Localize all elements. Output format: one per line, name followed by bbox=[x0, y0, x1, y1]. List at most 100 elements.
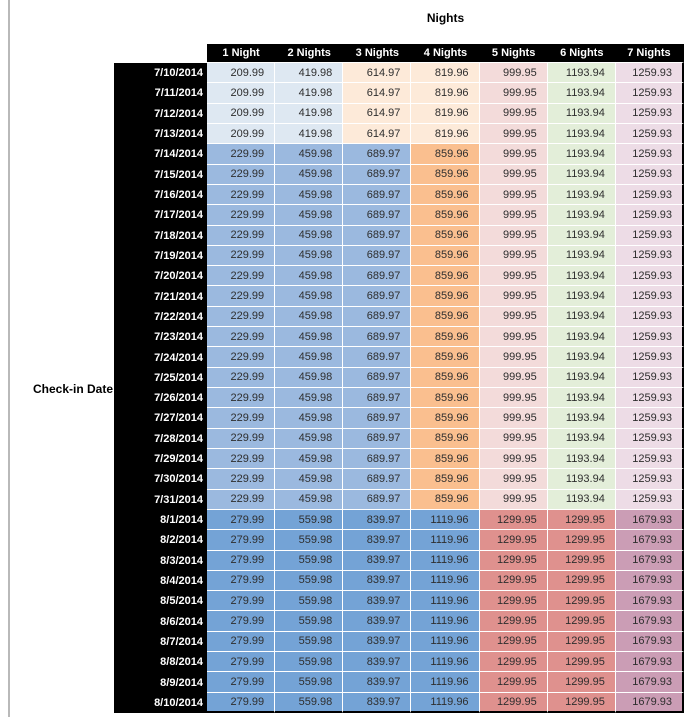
price-cell[interactable]: 999.95 bbox=[479, 225, 548, 246]
price-cell[interactable]: 1259.93 bbox=[615, 184, 684, 206]
price-cell[interactable]: 1259.93 bbox=[615, 489, 684, 510]
price-cell[interactable]: 209.99 bbox=[207, 63, 276, 84]
row-header-date[interactable]: 7/19/2014 bbox=[114, 245, 207, 267]
price-cell[interactable]: 999.95 bbox=[479, 123, 548, 145]
price-cell[interactable]: 859.96 bbox=[411, 388, 480, 409]
price-cell[interactable]: 1193.94 bbox=[547, 489, 616, 510]
price-cell[interactable]: 1193.94 bbox=[547, 225, 616, 246]
price-cell[interactable]: 1259.93 bbox=[615, 408, 684, 429]
price-cell[interactable]: 459.98 bbox=[275, 327, 344, 348]
price-cell[interactable]: 1119.96 bbox=[411, 652, 480, 673]
row-header-date[interactable]: 7/24/2014 bbox=[114, 347, 207, 368]
price-cell[interactable]: 859.96 bbox=[411, 286, 480, 307]
price-cell[interactable]: 1259.93 bbox=[615, 286, 684, 307]
price-cell[interactable]: 1119.96 bbox=[411, 570, 480, 592]
row-header-date[interactable]: 7/26/2014 bbox=[114, 388, 207, 409]
price-cell[interactable]: 999.95 bbox=[479, 83, 548, 104]
price-cell[interactable]: 1299.95 bbox=[479, 591, 548, 612]
price-cell[interactable]: 1259.93 bbox=[615, 266, 684, 287]
price-cell[interactable]: 999.95 bbox=[479, 286, 548, 307]
price-cell[interactable]: 689.97 bbox=[343, 367, 412, 388]
column-header[interactable]: 7 Nights bbox=[615, 44, 684, 63]
price-cell[interactable]: 279.99 bbox=[207, 509, 276, 531]
price-cell[interactable]: 279.99 bbox=[207, 591, 276, 612]
price-cell[interactable]: 999.95 bbox=[479, 164, 548, 185]
column-header[interactable]: 1 Night bbox=[207, 44, 276, 63]
price-cell[interactable]: 279.99 bbox=[207, 692, 276, 713]
price-cell[interactable]: 1679.93 bbox=[615, 509, 684, 531]
price-cell[interactable]: 689.97 bbox=[343, 286, 412, 307]
price-cell[interactable]: 859.96 bbox=[411, 266, 480, 287]
row-header-date[interactable]: 7/12/2014 bbox=[114, 103, 207, 124]
price-cell[interactable]: 689.97 bbox=[343, 144, 412, 165]
row-header-date[interactable]: 7/15/2014 bbox=[114, 164, 207, 185]
price-cell[interactable]: 999.95 bbox=[479, 205, 548, 226]
price-cell[interactable]: 419.98 bbox=[275, 103, 344, 124]
price-cell[interactable]: 1259.93 bbox=[615, 428, 684, 449]
price-cell[interactable]: 1299.95 bbox=[547, 692, 616, 713]
column-header[interactable]: 4 Nights bbox=[411, 44, 480, 63]
price-cell[interactable]: 839.97 bbox=[343, 631, 412, 653]
price-cell[interactable]: 689.97 bbox=[343, 164, 412, 185]
price-cell[interactable]: 229.99 bbox=[207, 469, 276, 490]
price-cell[interactable]: 419.98 bbox=[275, 63, 344, 84]
price-cell[interactable]: 1193.94 bbox=[547, 63, 616, 84]
price-cell[interactable]: 1193.94 bbox=[547, 83, 616, 104]
price-cell[interactable]: 1259.93 bbox=[615, 327, 684, 348]
price-cell[interactable]: 229.99 bbox=[207, 245, 276, 267]
price-cell[interactable]: 459.98 bbox=[275, 245, 344, 267]
row-header-date[interactable]: 7/13/2014 bbox=[114, 123, 207, 145]
price-cell[interactable]: 229.99 bbox=[207, 408, 276, 429]
price-cell[interactable]: 279.99 bbox=[207, 652, 276, 673]
price-cell[interactable]: 859.96 bbox=[411, 448, 480, 470]
price-cell[interactable]: 839.97 bbox=[343, 509, 412, 531]
row-header-date[interactable]: 7/17/2014 bbox=[114, 205, 207, 226]
row-header-date[interactable]: 7/21/2014 bbox=[114, 286, 207, 307]
price-cell[interactable]: 229.99 bbox=[207, 144, 276, 165]
row-header-date[interactable]: 7/22/2014 bbox=[114, 306, 207, 328]
row-header-date[interactable]: 7/18/2014 bbox=[114, 225, 207, 246]
price-cell[interactable]: 859.96 bbox=[411, 205, 480, 226]
row-header-date[interactable]: 8/1/2014 bbox=[114, 509, 207, 531]
price-cell[interactable]: 839.97 bbox=[343, 692, 412, 713]
price-cell[interactable]: 1299.95 bbox=[479, 550, 548, 571]
price-cell[interactable]: 279.99 bbox=[207, 631, 276, 653]
price-cell[interactable]: 229.99 bbox=[207, 388, 276, 409]
price-cell[interactable]: 1119.96 bbox=[411, 591, 480, 612]
price-cell[interactable]: 859.96 bbox=[411, 225, 480, 246]
price-cell[interactable]: 559.98 bbox=[275, 692, 344, 713]
row-header-date[interactable]: 8/7/2014 bbox=[114, 631, 207, 653]
price-cell[interactable]: 1259.93 bbox=[615, 103, 684, 124]
price-cell[interactable]: 419.98 bbox=[275, 83, 344, 104]
price-cell[interactable]: 209.99 bbox=[207, 83, 276, 104]
price-cell[interactable]: 229.99 bbox=[207, 367, 276, 388]
price-cell[interactable]: 839.97 bbox=[343, 611, 412, 632]
row-header-date[interactable]: 8/8/2014 bbox=[114, 652, 207, 673]
column-header[interactable]: 2 Nights bbox=[275, 44, 344, 63]
price-cell[interactable]: 614.97 bbox=[343, 103, 412, 124]
price-cell[interactable]: 1119.96 bbox=[411, 611, 480, 632]
price-cell[interactable]: 1193.94 bbox=[547, 306, 616, 328]
price-cell[interactable]: 999.95 bbox=[479, 448, 548, 470]
price-cell[interactable]: 279.99 bbox=[207, 611, 276, 632]
price-cell[interactable]: 1259.93 bbox=[615, 83, 684, 104]
price-cell[interactable]: 279.99 bbox=[207, 530, 276, 551]
price-cell[interactable]: 859.96 bbox=[411, 306, 480, 328]
price-cell[interactable]: 999.95 bbox=[479, 144, 548, 165]
price-cell[interactable]: 229.99 bbox=[207, 286, 276, 307]
price-cell[interactable]: 999.95 bbox=[479, 184, 548, 206]
row-header-date[interactable]: 8/2/2014 bbox=[114, 530, 207, 551]
price-cell[interactable]: 1259.93 bbox=[615, 225, 684, 246]
price-cell[interactable]: 1679.93 bbox=[615, 611, 684, 632]
price-cell[interactable]: 1259.93 bbox=[615, 367, 684, 388]
row-header-date[interactable]: 8/4/2014 bbox=[114, 570, 207, 592]
price-cell[interactable]: 1193.94 bbox=[547, 184, 616, 206]
price-cell[interactable]: 279.99 bbox=[207, 570, 276, 592]
price-cell[interactable]: 279.99 bbox=[207, 550, 276, 571]
price-cell[interactable]: 459.98 bbox=[275, 266, 344, 287]
price-cell[interactable]: 559.98 bbox=[275, 530, 344, 551]
price-cell[interactable]: 1299.95 bbox=[479, 570, 548, 592]
price-cell[interactable]: 559.98 bbox=[275, 570, 344, 592]
price-cell[interactable]: 859.96 bbox=[411, 347, 480, 368]
price-cell[interactable]: 1679.93 bbox=[615, 652, 684, 673]
